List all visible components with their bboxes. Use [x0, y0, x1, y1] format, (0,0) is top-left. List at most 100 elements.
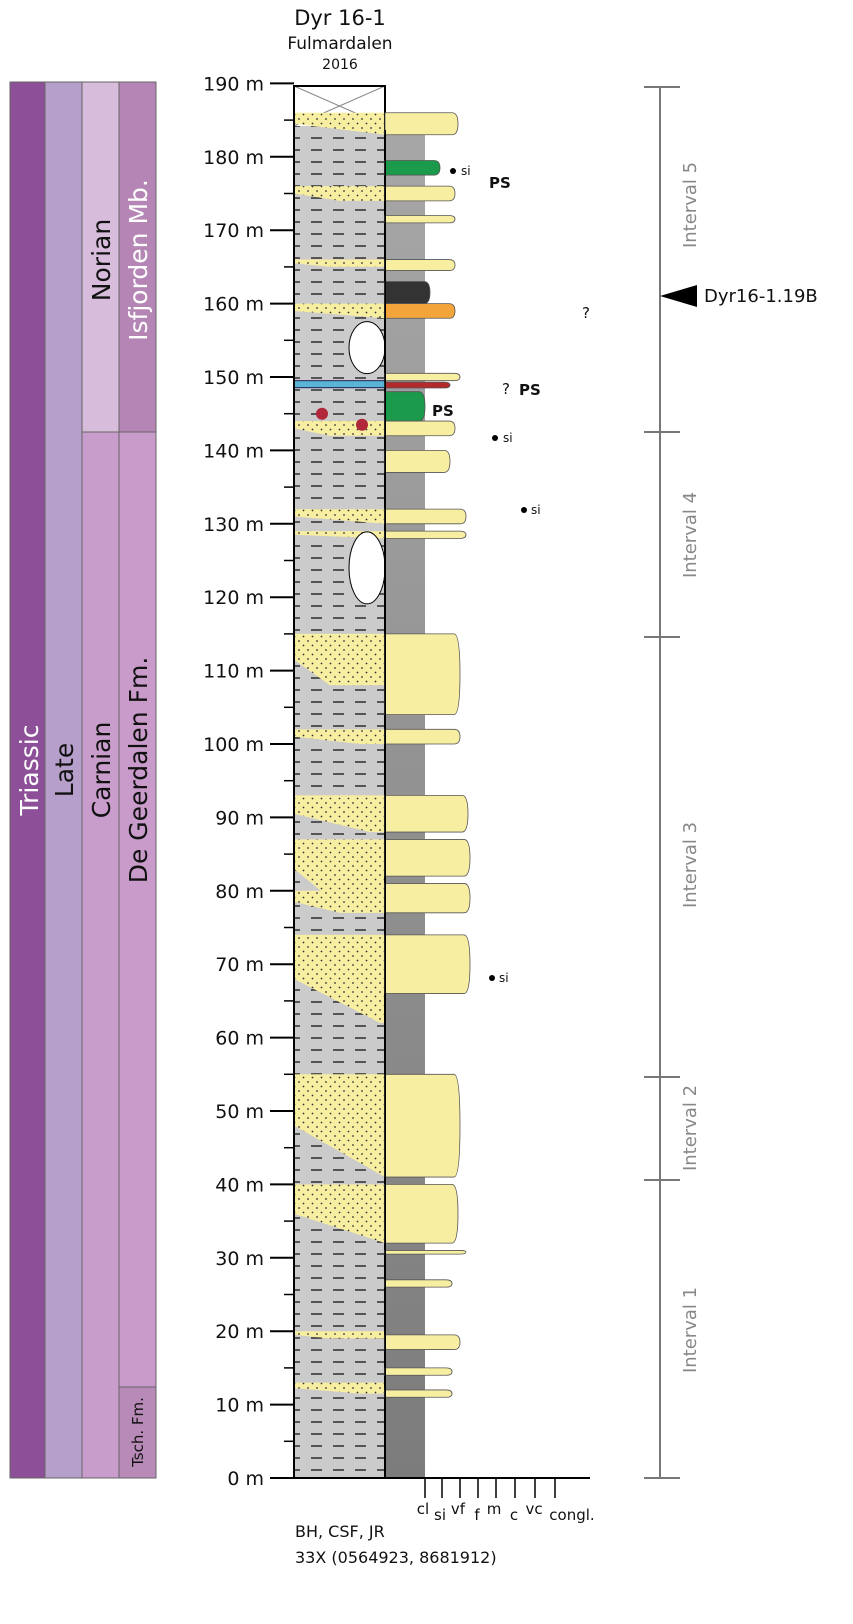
depth-label: 120 m — [203, 587, 264, 609]
concretion — [349, 322, 385, 374]
grain-label: si — [434, 1506, 446, 1524]
formation-box — [119, 432, 156, 1387]
profile-bed — [385, 260, 455, 271]
ps-label: PS — [519, 381, 541, 399]
title: Dyr 16-1 — [294, 6, 386, 30]
interval-label: Interval 2 — [680, 1085, 701, 1171]
profile-bed — [385, 935, 470, 994]
ps-label: PS — [489, 174, 511, 192]
question: ? — [582, 304, 590, 322]
depth-label: 110 m — [203, 661, 264, 683]
si-dot — [489, 975, 495, 981]
depth-label: 40 m — [215, 1174, 264, 1196]
profile-bed — [385, 216, 455, 223]
interval-scale — [644, 87, 697, 1478]
stage-box — [82, 432, 119, 1478]
stage-label: Carnian — [87, 722, 116, 819]
profile-bed — [385, 634, 460, 715]
grain-label: cl — [417, 1500, 429, 1518]
profile-bed — [385, 1368, 452, 1375]
depth-label: 50 m — [215, 1101, 264, 1123]
si-label: si — [499, 971, 509, 985]
si-label: si — [531, 503, 541, 517]
depth-label: 130 m — [203, 514, 264, 536]
profile-bed — [385, 1390, 452, 1397]
interval-label: Interval 5 — [680, 162, 701, 248]
depth-label: 70 m — [215, 954, 264, 976]
profile-bed — [385, 160, 440, 175]
profile — [385, 113, 470, 1478]
depth-label: 170 m — [203, 220, 264, 242]
depth-label: 140 m — [203, 440, 264, 462]
si-label: si — [503, 431, 513, 445]
system-label: Triassic — [15, 725, 44, 817]
depth-label: 30 m — [215, 1248, 264, 1270]
profile-bed — [385, 839, 470, 876]
profile-frame — [385, 130, 386, 1478]
sample-label: Dyr16-1.19B — [704, 286, 818, 307]
profile-bed — [385, 729, 460, 744]
mudstone — [294, 86, 385, 1478]
limestone-band — [294, 381, 385, 388]
profile-bed — [385, 282, 430, 304]
si-dot — [450, 168, 456, 174]
grain-label: m — [487, 1500, 502, 1518]
profile-bed — [385, 304, 455, 319]
grain-label: congl. — [549, 1506, 594, 1524]
stage-label: Norian — [87, 219, 116, 301]
profile-bed — [385, 509, 466, 524]
location: Fulmardalen — [287, 34, 392, 54]
nodule — [356, 419, 368, 431]
profile-bed — [385, 1280, 452, 1287]
profile-bed — [385, 1184, 458, 1243]
coordinates: 33X (0564923, 8681912) — [295, 1548, 497, 1567]
si-dot — [521, 507, 527, 513]
depth-label: 20 m — [215, 1321, 264, 1343]
grain-label: vf — [451, 1500, 466, 1518]
profile-bed — [385, 1074, 460, 1177]
depth-label: 60 m — [215, 1028, 264, 1050]
formation-label: Tsch. Fm. — [129, 1397, 147, 1468]
depth-label: 80 m — [215, 881, 264, 903]
profile-bed — [385, 1335, 460, 1350]
si-dot — [492, 435, 498, 441]
interval-label: Interval 4 — [680, 492, 701, 578]
year: 2016 — [322, 57, 358, 73]
depth-label: 180 m — [203, 147, 264, 169]
profile-bed — [385, 382, 450, 388]
profile-bed — [385, 883, 470, 912]
profile-bed — [385, 186, 455, 201]
question: ? — [502, 380, 510, 398]
grain-label: vc — [525, 1500, 542, 1518]
depth-label: 0 m — [227, 1468, 264, 1490]
nodule — [316, 408, 328, 420]
profile-bed — [385, 795, 468, 832]
profile-bed — [385, 1250, 466, 1254]
profile-bed — [385, 373, 460, 380]
series-label: Late — [50, 743, 79, 797]
interval-label: Interval 3 — [680, 822, 701, 908]
profile-bed — [385, 421, 455, 436]
depth-label: 160 m — [203, 294, 264, 316]
si-label: si — [461, 164, 471, 178]
depth-label: 90 m — [215, 807, 264, 829]
profile-bed — [385, 392, 425, 421]
profile-bed — [385, 531, 466, 538]
authors: BH, CSF, JR — [295, 1522, 385, 1541]
interval-label: Interval 1 — [680, 1287, 701, 1373]
depth-label: 10 m — [215, 1395, 264, 1417]
grain-label: f — [474, 1506, 480, 1524]
formation-label: De Geerdalen Fm. — [124, 657, 153, 884]
member-label: Isfjorden Mb. — [124, 179, 153, 341]
profile-bed — [385, 113, 458, 135]
depth-label: 150 m — [203, 367, 264, 389]
depth-label: 190 m — [203, 73, 264, 95]
sample-marker — [660, 285, 697, 307]
grain-label: c — [510, 1506, 518, 1524]
profile-bed — [385, 450, 450, 472]
depth-label: 100 m — [203, 734, 264, 756]
log-figure: Triassic Late Norian Carnian Isfjorden M… — [0, 0, 853, 1620]
log — [294, 86, 385, 1478]
ps-label: PS — [432, 402, 454, 420]
concretion — [349, 532, 385, 604]
